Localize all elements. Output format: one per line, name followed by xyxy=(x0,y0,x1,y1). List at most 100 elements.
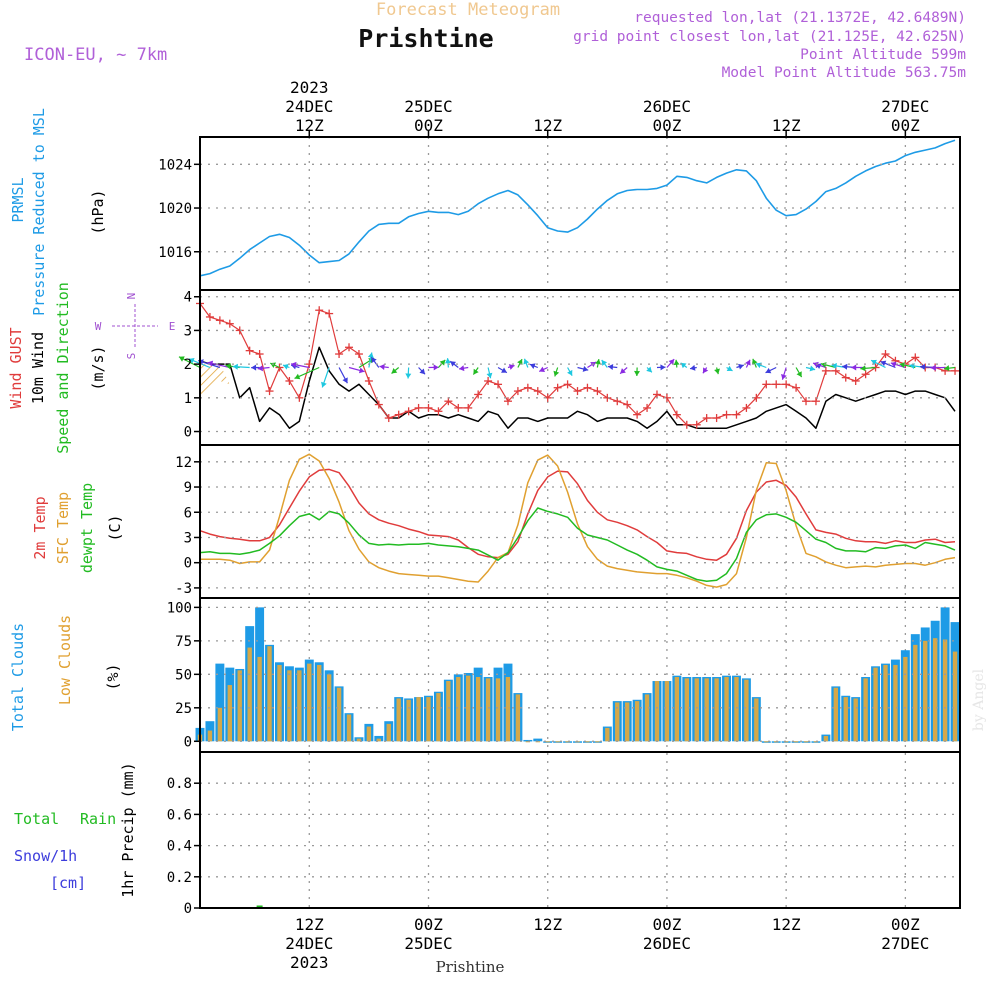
clouds-unit: (%) xyxy=(104,663,122,690)
top-time-label: 27DEC xyxy=(881,97,929,116)
cloud-labels: Total Clouds Low Clouds (%) xyxy=(9,615,122,731)
gust-marker xyxy=(593,387,602,396)
compass-west: W xyxy=(95,320,102,333)
rain-label: Rain xyxy=(80,810,116,828)
low-cloud-bar xyxy=(217,707,223,742)
wind-arrow-head xyxy=(668,359,675,365)
gust-marker xyxy=(245,346,254,355)
gust-marker xyxy=(792,383,801,392)
low-cloud-bar xyxy=(237,670,242,742)
wind-arrow-head xyxy=(508,364,515,370)
wind-arrow-head xyxy=(634,370,640,377)
wind-speed-line xyxy=(199,346,956,429)
wind-arrow-head xyxy=(842,363,848,370)
low-cloud-bar xyxy=(744,679,749,742)
temperature-frame xyxy=(199,444,961,599)
gust-marker xyxy=(722,410,731,419)
low-cloud-bar xyxy=(913,644,918,742)
low-cloud-bar xyxy=(456,677,461,742)
gust-marker xyxy=(265,387,274,396)
low-cloud-bar xyxy=(674,677,680,742)
wind-arrow-head xyxy=(251,364,257,371)
wind-arrow-head xyxy=(342,377,348,384)
wind-arrow-head xyxy=(673,359,680,366)
page-title: Prishtine xyxy=(358,24,493,53)
bottom-time-label: 24DEC xyxy=(285,934,333,953)
gust-marker xyxy=(444,397,453,406)
top-time-label: 00Z xyxy=(414,116,443,135)
snow-label: Snow/1h xyxy=(14,847,77,865)
low-cloud-bar xyxy=(734,677,739,742)
gust-marker xyxy=(851,376,860,385)
low-cloud-bar xyxy=(783,741,789,743)
clouds-ytick-label: 100 xyxy=(167,600,192,616)
wind-arrow-head xyxy=(529,363,536,369)
wind-arrow-head xyxy=(358,367,365,374)
total-cloud-bar xyxy=(215,663,225,742)
low-cloud-bar xyxy=(625,702,630,742)
low-cloud-bar xyxy=(684,678,689,742)
low-cloud-bar xyxy=(843,697,848,742)
gust-marker xyxy=(215,316,224,325)
gust-marker xyxy=(384,414,393,423)
sfc-temp-line xyxy=(200,453,956,588)
gust-marker xyxy=(811,397,820,406)
snow-unit: [cm] xyxy=(50,874,86,892)
wind-arrow-head xyxy=(444,358,451,364)
low-cloud-bar xyxy=(932,638,938,742)
total-label: Total xyxy=(14,810,59,828)
wind-arrow-head xyxy=(379,363,385,370)
bottom-time-label: 26DEC xyxy=(643,934,691,953)
low-cloud-bar xyxy=(923,640,928,742)
temperature-ytick-label: -3 xyxy=(175,581,192,597)
wind-arrow-head xyxy=(930,364,936,371)
gust-marker xyxy=(364,376,373,385)
low-cloud-bar xyxy=(873,667,878,742)
gust-marker xyxy=(643,403,652,412)
wind-unit: (m/s) xyxy=(89,345,107,390)
wind-arrow-head xyxy=(851,364,857,371)
gust-marker xyxy=(762,380,771,389)
pressure-label-long: Pressure Reduced to MSL xyxy=(30,108,48,316)
gust-marker xyxy=(305,360,314,369)
rain-bar xyxy=(256,905,263,908)
low-cloud-bar xyxy=(446,681,451,742)
low-cloud-bar xyxy=(257,656,262,742)
wind-arrow-head xyxy=(944,365,950,372)
precip-frame xyxy=(199,751,961,909)
wind-ytick-label: 4 xyxy=(184,290,192,306)
gust-marker xyxy=(474,390,483,399)
wind-arrow-head xyxy=(257,365,264,372)
model-label: ICON-EU, ~ 7km xyxy=(24,45,167,65)
low-cloud-bar xyxy=(247,647,252,742)
gust-marker xyxy=(782,380,791,389)
wind-arrow-head xyxy=(601,360,608,366)
low-cloud-bar xyxy=(525,741,531,743)
wind-ytick-label: 0 xyxy=(184,425,192,441)
clouds-ytick-label: 75 xyxy=(175,634,192,650)
gust-marker xyxy=(404,407,413,416)
gust-marker xyxy=(951,366,960,375)
low-cloud-bar xyxy=(813,741,819,743)
wind-arrow-head xyxy=(765,367,772,374)
top-time-label: 12Z xyxy=(772,116,801,135)
gust-marker xyxy=(702,414,711,423)
wind-arrow-head xyxy=(367,352,374,359)
pressure-labels: PRMSL Pressure Reduced to MSL (hPa) xyxy=(9,108,107,316)
gust-marker xyxy=(414,403,423,412)
wind-arrow-head xyxy=(207,360,214,367)
wind-arrow-head xyxy=(880,360,887,367)
gust-marker xyxy=(424,403,433,412)
top-time-label: 00Z xyxy=(891,116,920,135)
gust-marker xyxy=(354,350,363,359)
precip-ytick-label: 0.8 xyxy=(167,776,192,792)
low-cloud-bar xyxy=(426,697,431,742)
low-cloud-bar xyxy=(585,741,590,743)
info-line-3: Point Altitude 599m xyxy=(800,47,966,63)
low-cloud-bar xyxy=(207,730,213,742)
wind-arrow-head xyxy=(702,367,709,374)
gust-marker xyxy=(821,366,830,375)
low-cloud-bar xyxy=(505,677,511,742)
bottom-time-label: 00Z xyxy=(414,915,443,934)
